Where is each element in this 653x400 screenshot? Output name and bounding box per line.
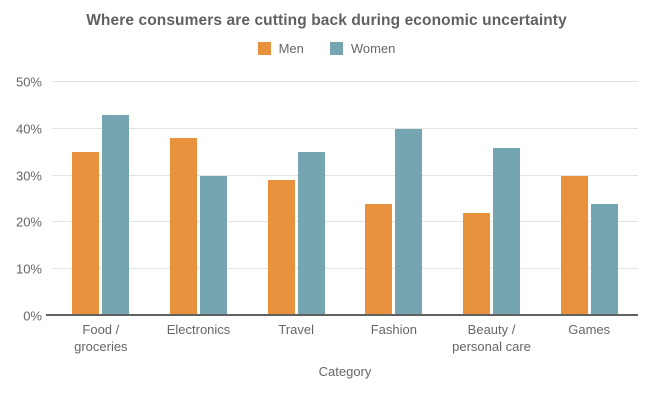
- y-tick-label-40: 40%: [15, 121, 42, 137]
- legend-swatch-women: [329, 42, 343, 55]
- x-axis-title: Category: [318, 364, 372, 379]
- plot-area: 0% 10% 20% 30% 40% 50%: [16, 75, 638, 324]
- bar-women: [200, 175, 227, 316]
- bar-group: [345, 82, 443, 316]
- x-tick-label: Beauty / personal care: [452, 322, 531, 354]
- bar-group: [540, 82, 638, 316]
- y-tick-label-30: 30%: [15, 168, 42, 184]
- legend-label: Women: [350, 41, 396, 56]
- legend-swatch-men: [257, 42, 271, 55]
- legend: Men Women: [0, 41, 653, 56]
- legend-item-women: Women: [329, 41, 396, 56]
- bar-men: [72, 152, 100, 316]
- x-axis-baseline: [46, 314, 638, 316]
- gridline-20: [52, 221, 638, 223]
- legend-item-men: Men: [257, 41, 304, 56]
- chart-title: Where consumers are cutting back during …: [86, 12, 567, 29]
- bar-women: [102, 114, 130, 316]
- bars-layer: [52, 82, 638, 316]
- y-tick-label-0: 0%: [23, 308, 42, 324]
- bar-group: [52, 82, 150, 316]
- bar-men: [463, 213, 491, 316]
- bar-group: [247, 82, 345, 316]
- x-tick-label: Food / groceries: [74, 322, 128, 354]
- gridline-40: [52, 127, 638, 129]
- y-tick-label-50: 50%: [15, 74, 42, 90]
- x-tick-label: Travel: [278, 322, 314, 337]
- bar-men: [267, 180, 295, 316]
- gridline-10: [52, 268, 638, 270]
- bar-men: [170, 138, 197, 316]
- x-tick-label: Games: [568, 322, 611, 337]
- bar-women: [297, 152, 325, 316]
- x-axis-labels: Food / groceries Electronics Travel Fashion…: [52, 322, 638, 356]
- gridline-50: [52, 81, 638, 82]
- bar-men: [365, 203, 393, 316]
- bar-men: [560, 175, 588, 316]
- y-tick-label-10: 10%: [15, 261, 42, 277]
- x-tick-label: Electronics: [166, 322, 231, 337]
- y-tick-label-20: 20%: [15, 214, 42, 230]
- bar-group: [443, 82, 541, 316]
- legend-label: Men: [278, 41, 304, 56]
- bar-group: [150, 82, 248, 316]
- bar-women: [395, 128, 423, 316]
- bar-women: [590, 203, 618, 316]
- x-tick-label: Fashion: [370, 322, 417, 337]
- bar-women: [493, 147, 521, 316]
- gridline-30: [52, 174, 638, 176]
